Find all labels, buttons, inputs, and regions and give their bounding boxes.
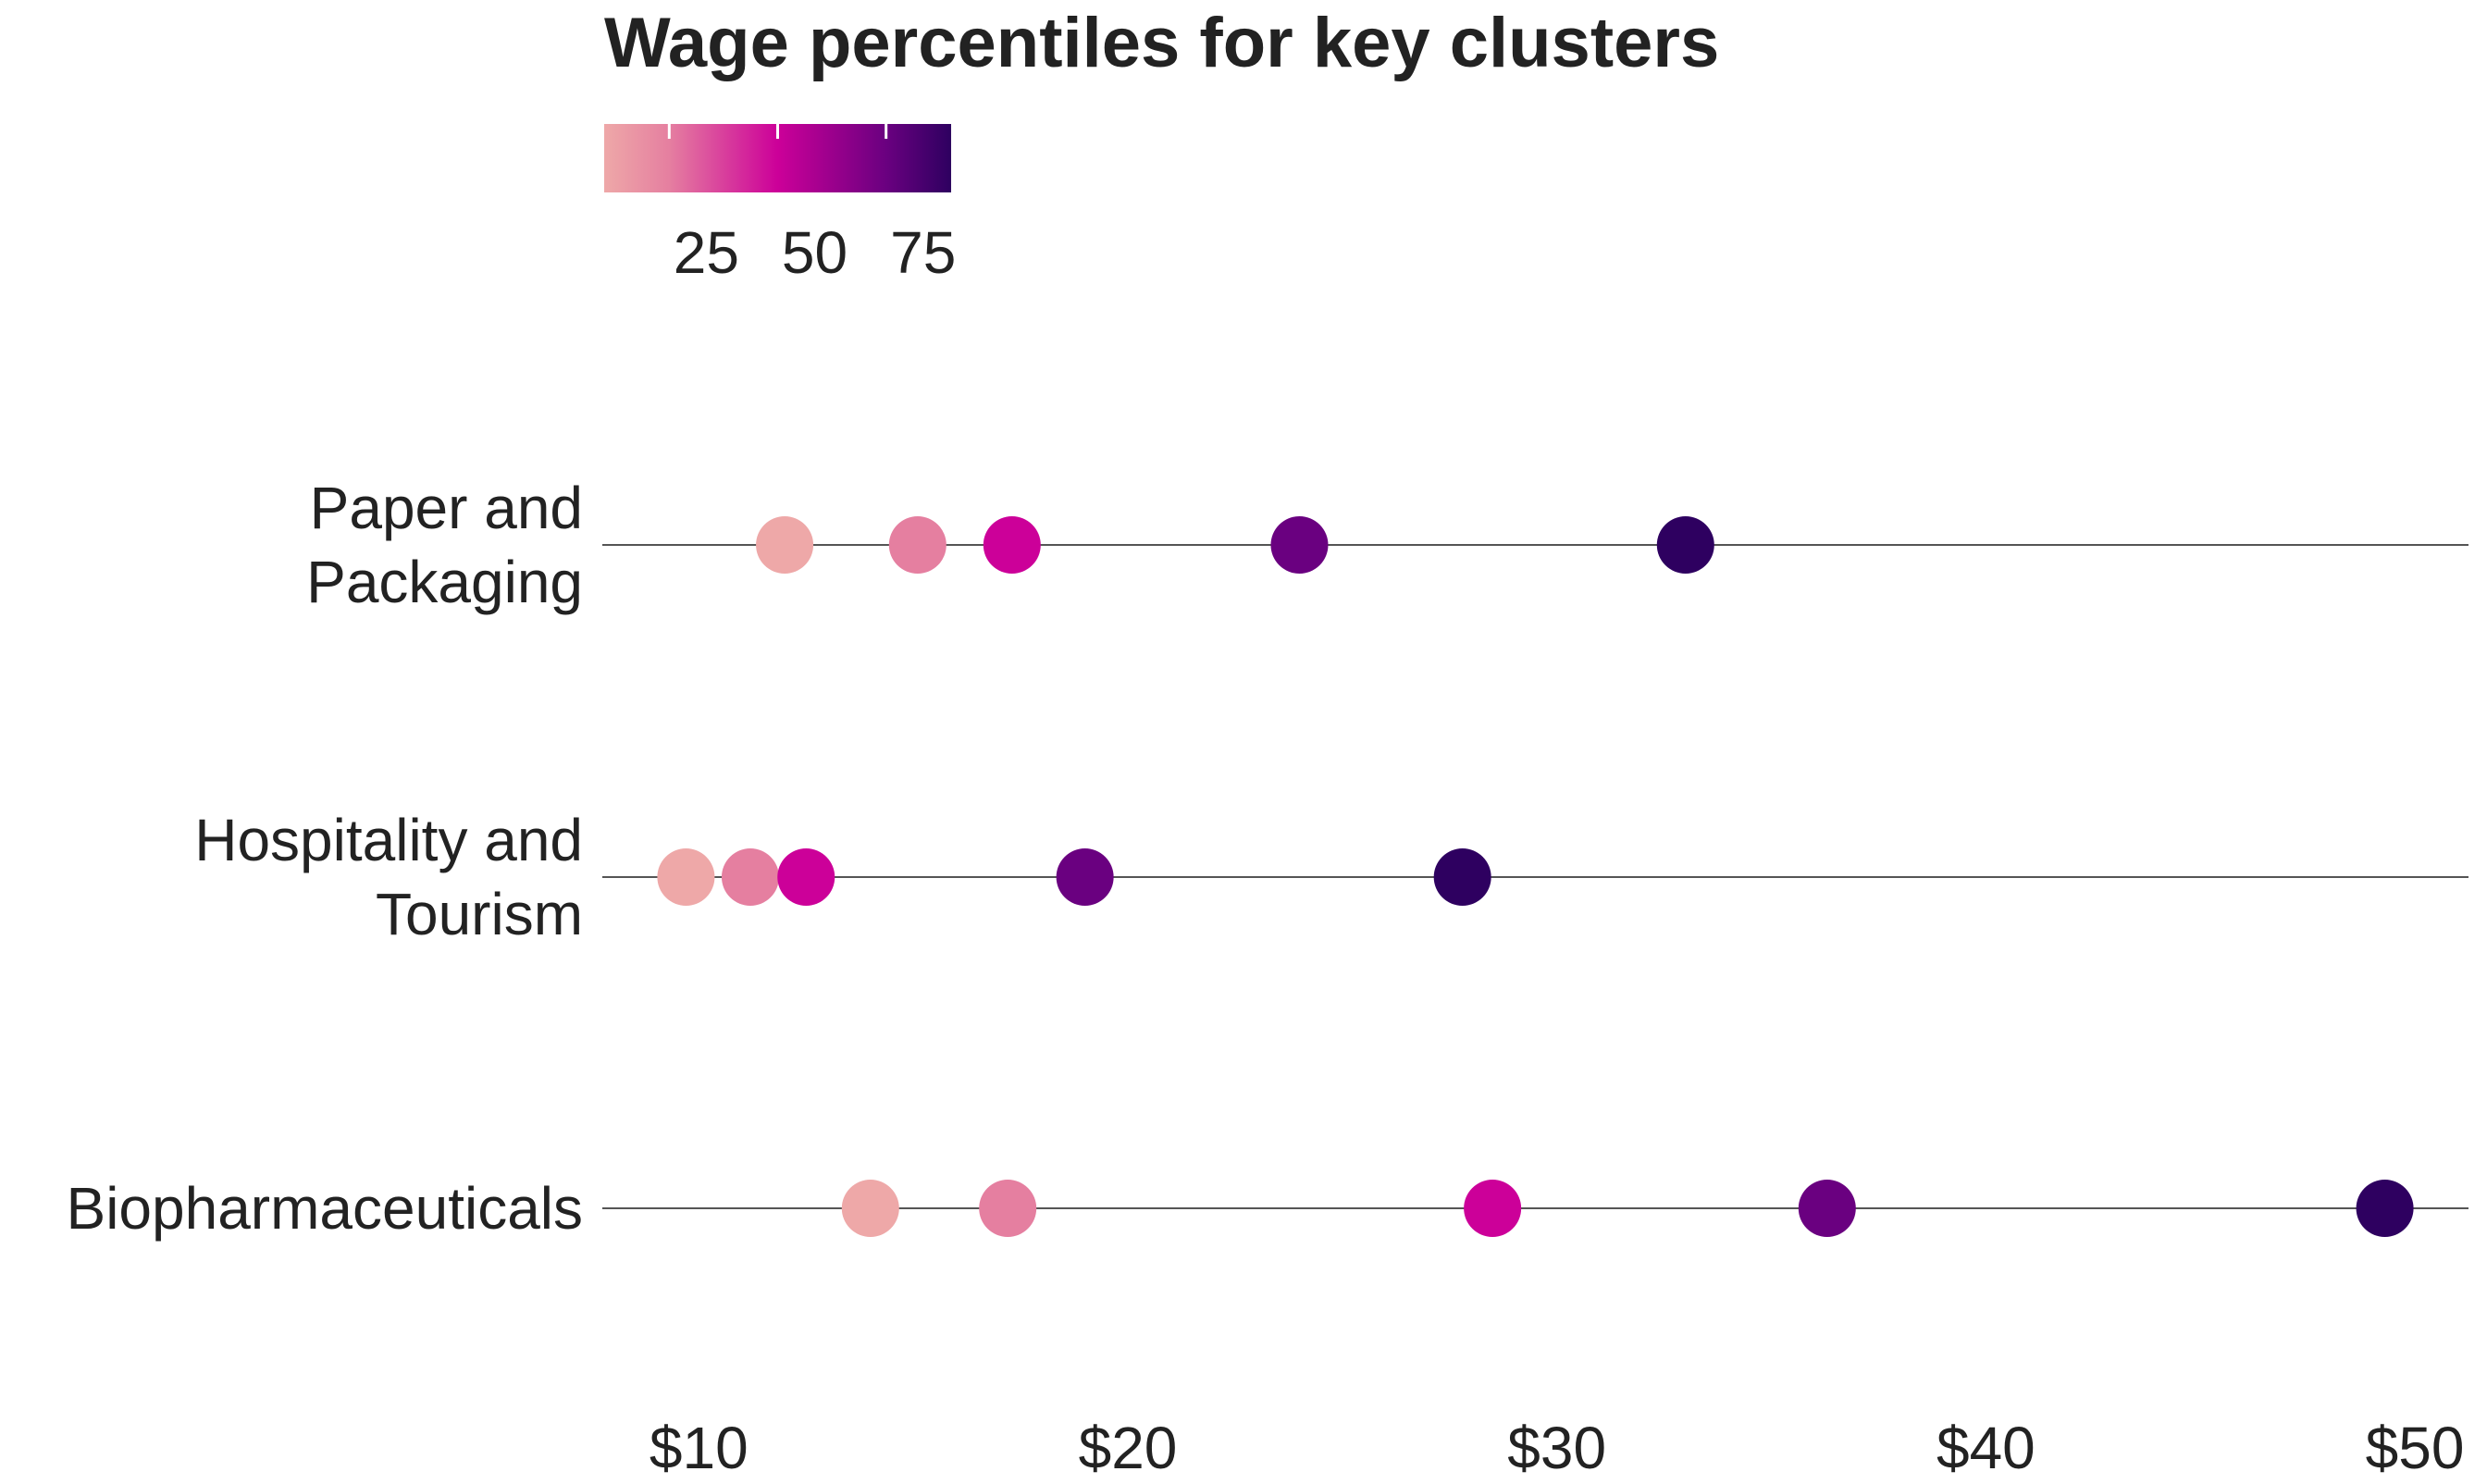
dot <box>777 848 835 906</box>
colorbar-tick-label: 25 <box>674 219 739 286</box>
dot <box>2356 1180 2414 1237</box>
chart-title: Wage percentiles for key clusters <box>604 4 1719 82</box>
dot <box>841 1180 899 1237</box>
dot <box>721 848 779 906</box>
category-label: Hospitality and Tourism <box>194 807 583 947</box>
x-tick-label: $40 <box>1936 1415 2035 1481</box>
x-tick-label: $50 <box>2366 1415 2465 1481</box>
dot <box>1270 516 1329 574</box>
dot <box>1056 848 1114 906</box>
category-label: Paper and Packaging <box>306 475 583 615</box>
colorbar-tick-label: 75 <box>890 219 956 286</box>
x-tick-label: $20 <box>1079 1415 1178 1481</box>
dot <box>983 516 1041 574</box>
category-label: Biopharmaceuticals <box>66 1175 584 1242</box>
x-tick-label: $30 <box>1507 1415 1606 1481</box>
colorbar-tick-label: 50 <box>782 219 848 286</box>
x-tick-label: $10 <box>650 1415 749 1481</box>
dot <box>979 1180 1037 1237</box>
dot <box>657 848 715 906</box>
dot <box>888 516 947 574</box>
dot <box>1656 516 1714 574</box>
dot <box>756 516 814 574</box>
dot <box>1798 1180 1856 1237</box>
dot <box>1433 848 1491 906</box>
dot <box>1464 1180 1522 1237</box>
